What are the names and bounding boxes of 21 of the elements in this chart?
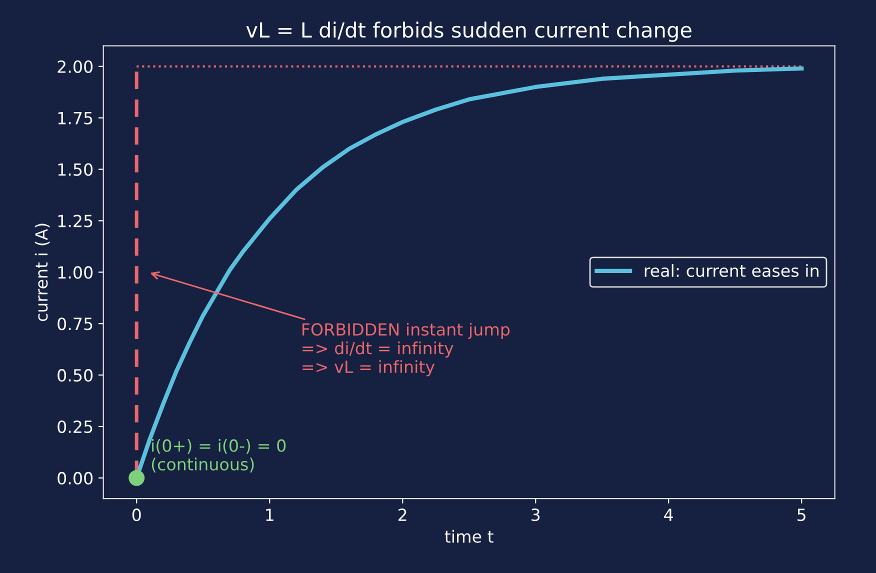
x-tick-label: 4 <box>664 508 673 521</box>
y-tick-label: 1.50 <box>58 163 93 176</box>
annotation: FORBIDDEN instant jump => di/dt = infinity => vL = infinity <box>302 322 510 376</box>
y-tick-label: 0.75 <box>58 318 92 330</box>
y-tick-label: 2.00 <box>58 60 93 73</box>
x-tick-label: 1 <box>266 508 274 521</box>
x-tick-label: 0 <box>132 508 141 522</box>
chart-title: vL = L di/dt forbids sudden current change <box>246 22 692 42</box>
x-tick-label: 2 <box>398 508 406 521</box>
x-tick-label: 3 <box>532 508 540 522</box>
y-tick-label: 0.00 <box>58 472 93 485</box>
x-axis-title: time t <box>444 530 494 543</box>
y-tick-label: 1.00 <box>58 266 93 279</box>
y-tick-label: 0.50 <box>58 369 93 382</box>
x-tick-label: 5 <box>798 508 806 522</box>
annotation: i(0+) = i(0-) = 0 (continuous) <box>152 438 286 472</box>
y-axis-title: current i (A) <box>34 224 50 322</box>
y-tick-label: 0.25 <box>58 420 92 434</box>
y-tick-label: 1.75 <box>58 112 92 124</box>
legend-label: real: current eases in <box>644 264 818 278</box>
y-tick-label: 1.25 <box>58 214 92 228</box>
